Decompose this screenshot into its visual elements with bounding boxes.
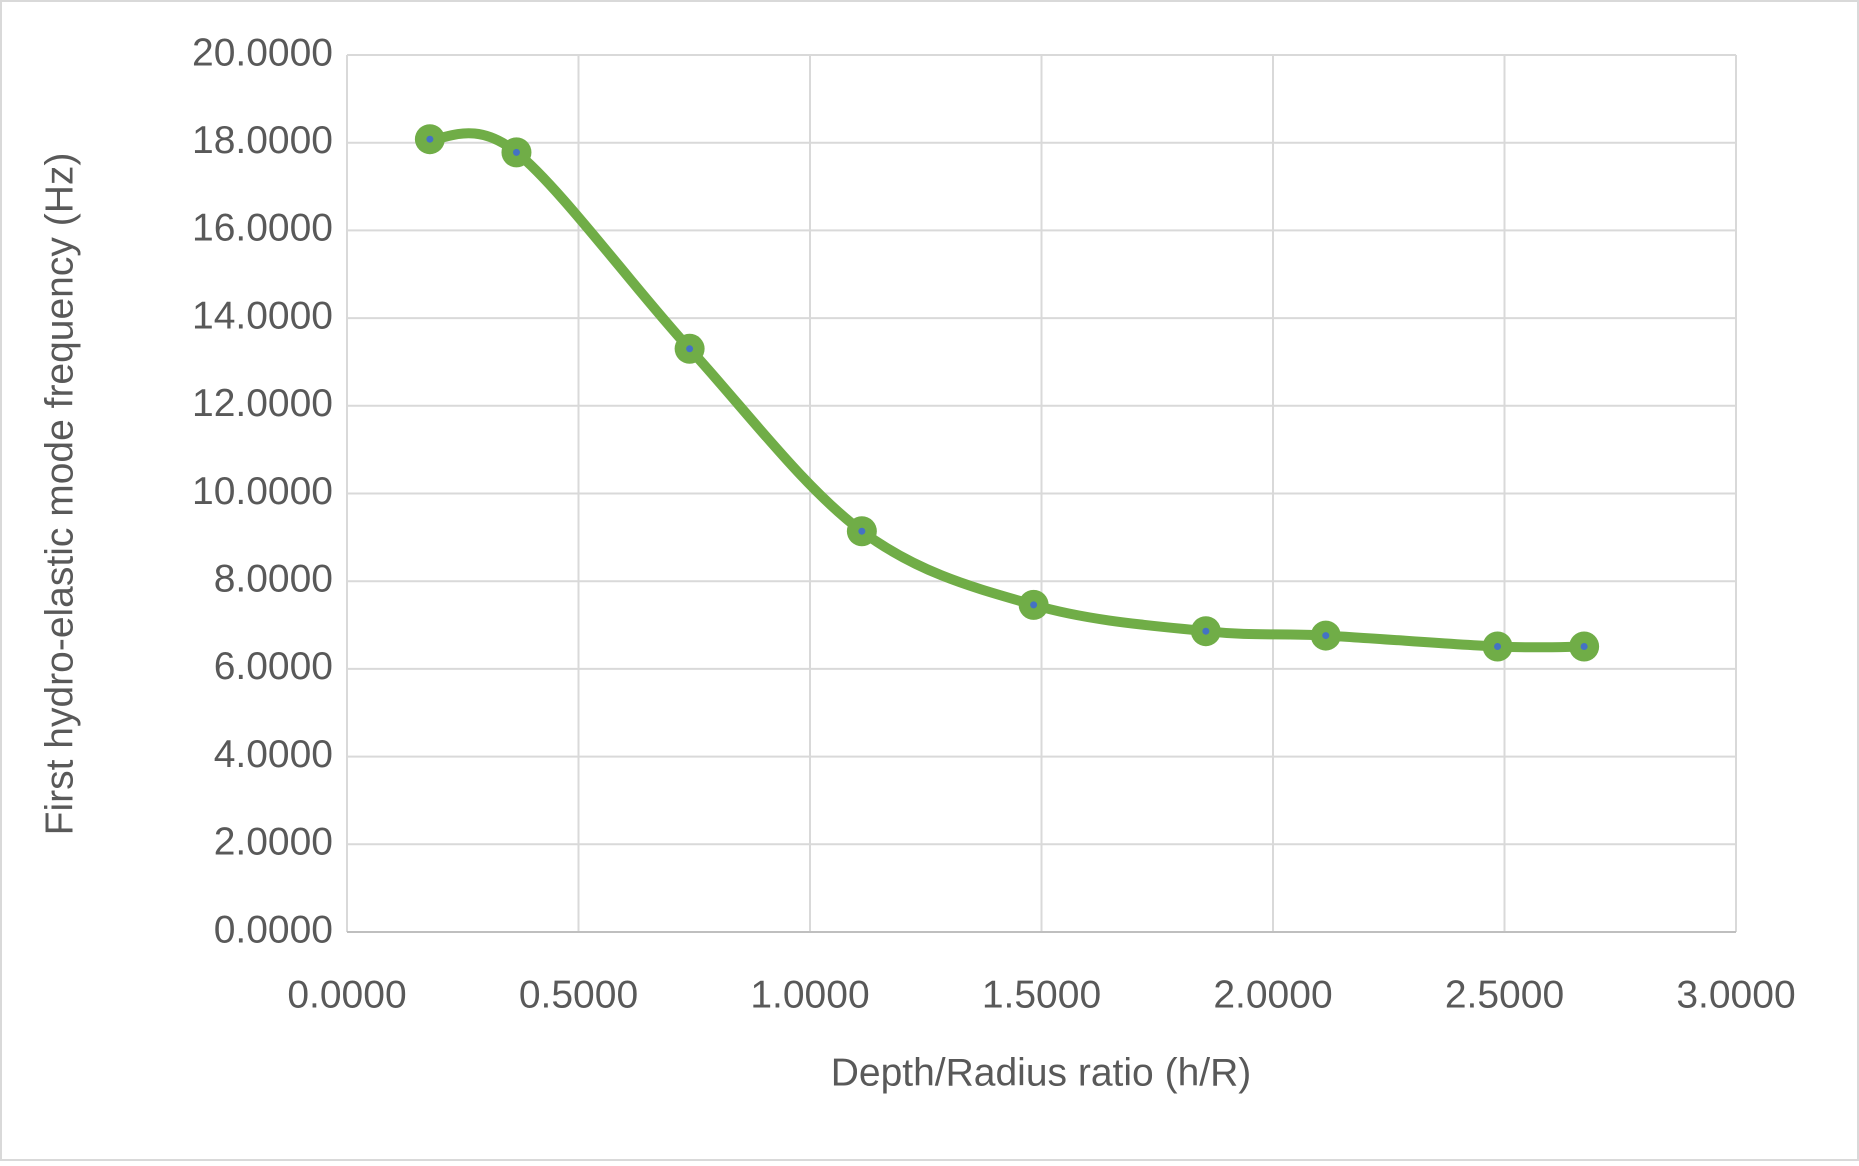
y-tick-label: 12.0000 [192, 382, 333, 425]
data-point-center [1322, 632, 1330, 640]
x-tick-label: 3.0000 [1676, 973, 1795, 1016]
x-tick-label: 0.5000 [519, 973, 638, 1016]
y-tick-label: 4.0000 [214, 733, 333, 776]
data-point-center [1030, 601, 1038, 609]
y-tick-label: 20.0000 [192, 31, 333, 74]
y-tick-label: 16.0000 [192, 207, 333, 250]
y-axis-title: First hydro-elastic mode frequency (Hz) [38, 153, 81, 836]
data-point-center [426, 135, 434, 143]
data-point-center [858, 527, 866, 535]
y-tick-label: 14.0000 [192, 294, 333, 337]
y-tick-label: 10.0000 [192, 470, 333, 513]
y-tick-label: 18.0000 [192, 119, 333, 162]
x-tick-label: 2.5000 [1445, 973, 1564, 1016]
series-line [424, 128, 1590, 653]
y-tick-label: 6.0000 [214, 645, 333, 688]
data-point-center [1580, 643, 1588, 651]
x-tick-label: 1.0000 [750, 973, 869, 1016]
data-point-center [512, 148, 520, 156]
y-tick-label: 0.0000 [214, 908, 333, 951]
x-tick-label: 2.0000 [1213, 973, 1332, 1016]
y-tick-label: 8.0000 [214, 557, 333, 600]
x-axis-title: Depth/Radius ratio (h/R) [831, 1051, 1252, 1094]
data-point-center [1494, 643, 1502, 651]
y-tick-label: 2.0000 [214, 821, 333, 864]
x-tick-label: 1.5000 [982, 973, 1101, 1016]
data-point-center [1202, 627, 1210, 635]
data-point-center [686, 345, 694, 353]
x-tick-label: 0.0000 [287, 973, 406, 1016]
